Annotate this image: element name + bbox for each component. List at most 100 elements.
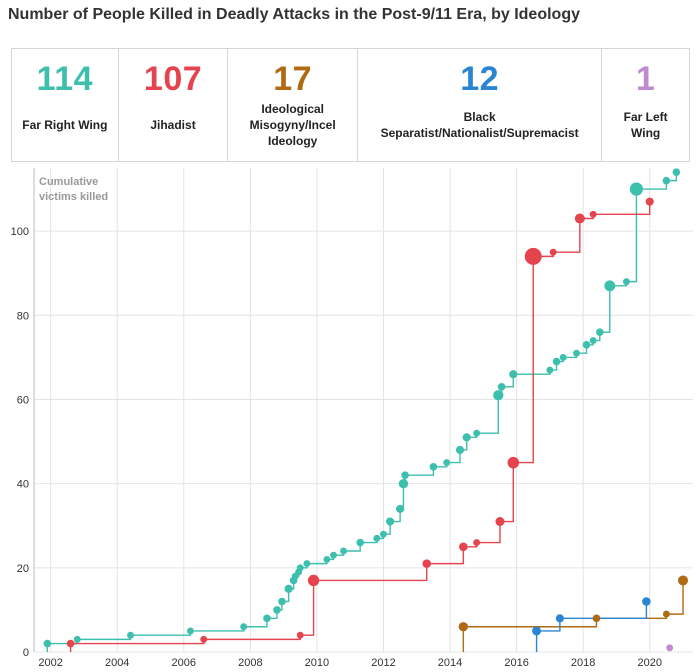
series-point (642, 597, 651, 606)
series-point (555, 614, 564, 623)
x-tick-label: 2020 (637, 657, 661, 669)
series-point (552, 357, 561, 366)
y-tick-label: 0 (23, 647, 29, 659)
axes: 2002 2004 2006 2008 2010 2012 2014 2016 2018 2020… (11, 168, 662, 669)
series-point (303, 560, 311, 568)
series-point (323, 555, 331, 563)
series-point (356, 538, 364, 547)
card-jihadist: 107 Jihadist (119, 49, 229, 161)
series-point (240, 623, 248, 631)
x-tick-label: 2006 (172, 657, 196, 669)
x-tick-label: 2004 (105, 657, 129, 669)
y-tick-label: 40 (17, 479, 29, 491)
summary-cards: 114 Far Right Wing 107 Jihadist 17 Ideol… (11, 48, 690, 162)
series-point (497, 383, 506, 391)
series-point (186, 627, 194, 635)
x-tick-label: 2016 (504, 657, 528, 669)
card-value: 17 (273, 60, 313, 98)
series-point (573, 349, 580, 357)
card-label: Far Right Wing (22, 118, 108, 132)
series-point (386, 517, 395, 526)
series-point (622, 278, 630, 286)
series-point (458, 622, 469, 632)
series-point (398, 478, 409, 489)
series-point (401, 471, 409, 480)
series-point (604, 280, 616, 292)
series-lines (46, 172, 684, 652)
card-value: 107 (143, 60, 203, 98)
series-point (559, 353, 567, 361)
card-label: Black Separatist/Nationalist/Supremacist (380, 110, 579, 140)
series-point (263, 614, 271, 623)
series-point (396, 504, 405, 513)
series-point (495, 517, 505, 527)
x-tick-label: 2002 (38, 657, 62, 669)
card-far-left: 1 Far Left Wing (602, 49, 689, 161)
x-tick-label: 2014 (438, 657, 462, 669)
card-label: Ideological Misogyny/Incel Ideology (249, 102, 336, 148)
card-incel: 17 Ideological Misogyny/Incel Ideology (228, 49, 358, 161)
series-point (422, 559, 432, 568)
series-point (596, 328, 604, 336)
series-point (284, 584, 293, 593)
card-black-separatist: 12 Black Separatist/Nationalist/Supremac… (358, 49, 603, 161)
series-point (589, 210, 597, 218)
series-point (662, 176, 671, 185)
gridlines (34, 168, 693, 653)
series-point (589, 337, 597, 345)
series-point (509, 370, 518, 379)
y-tick-label: 60 (17, 394, 29, 406)
series-point (373, 534, 381, 542)
series-point (127, 631, 134, 639)
card-value: 1 (635, 60, 656, 98)
series-point (524, 247, 542, 265)
series-point (662, 610, 670, 618)
series-point (549, 248, 557, 256)
card-label: Far Left Wing (623, 110, 668, 140)
series-point (672, 168, 681, 177)
series-point (307, 574, 320, 587)
series-point (459, 542, 468, 552)
series-point (73, 635, 81, 643)
series-point (592, 614, 601, 623)
series-point (380, 530, 387, 538)
y-tick-label: 20 (17, 563, 29, 575)
series-point (629, 182, 644, 196)
series-point (507, 456, 520, 469)
series-point (645, 197, 654, 206)
card-value: 12 (460, 60, 500, 98)
series-line-1 (69, 201, 651, 652)
series-point (278, 597, 286, 606)
series-point (455, 445, 465, 455)
series-point (473, 539, 481, 547)
y-tick-label: 80 (17, 310, 29, 322)
series-point (296, 631, 304, 639)
x-tick-label: 2010 (305, 657, 329, 669)
x-tick-label: 2012 (371, 657, 395, 669)
series-point (532, 626, 542, 636)
y-axis-label-line1: Cumulative (39, 176, 98, 188)
series-point (66, 639, 75, 648)
series-point (296, 564, 304, 572)
series-point (273, 606, 281, 614)
y-axis-label-line2: victims killed (39, 191, 108, 203)
series-point (462, 433, 471, 442)
series-point (473, 429, 481, 437)
series-point (546, 366, 554, 374)
series-point (574, 213, 585, 224)
step-chart: 2002 2004 2006 2008 2010 2012 2014 2016 2018 2020… (11, 168, 693, 669)
series-point (330, 551, 337, 559)
x-tick-label: 2008 (238, 657, 262, 669)
y-tick-label: 100 (11, 226, 29, 238)
series-point (340, 547, 347, 555)
series-point (429, 463, 438, 471)
series-dots (43, 168, 689, 652)
series-point (443, 459, 451, 467)
series-point (43, 639, 52, 648)
series-point (582, 340, 591, 349)
card-value: 114 (36, 60, 94, 98)
series-point (493, 390, 504, 401)
series-point (666, 644, 674, 652)
chart-title: Number of People Killed in Deadly Attack… (8, 6, 580, 23)
series-point (678, 575, 689, 586)
